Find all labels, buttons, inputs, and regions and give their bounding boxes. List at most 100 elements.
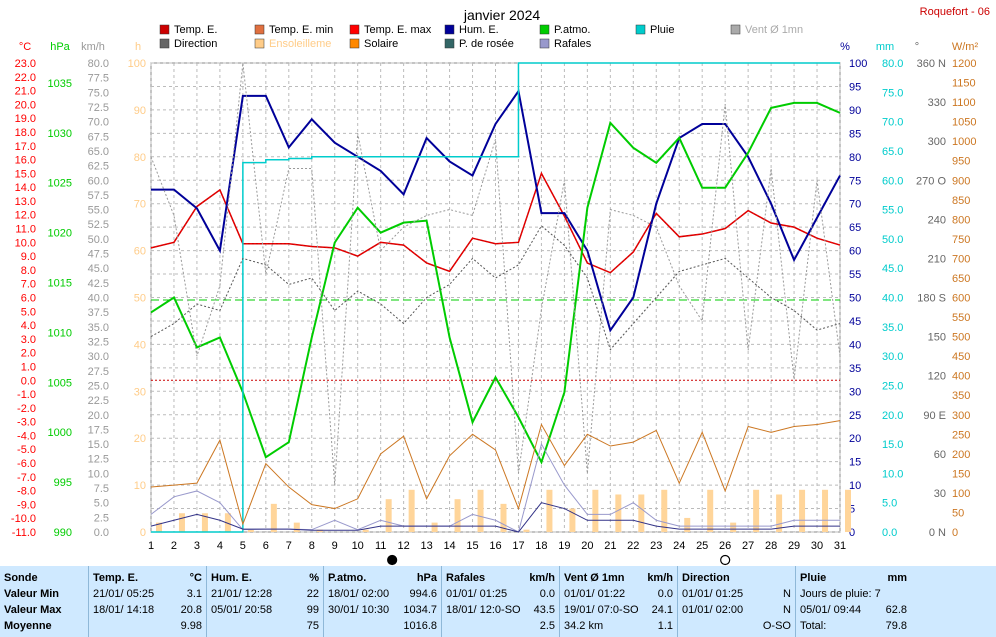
sun-tick-label: 100 bbox=[128, 58, 146, 70]
stats-column: Direction 01/01/ 01:25 N 01/01/ 02:00 N O-SO bbox=[677, 566, 795, 637]
sunshine-bar bbox=[776, 494, 783, 532]
rain-tick-label: 50.0 bbox=[882, 234, 903, 246]
stats-value: 0.0 bbox=[539, 588, 555, 600]
dir-tick-label: 360 N bbox=[917, 58, 946, 70]
stats-value: 1016.8 bbox=[403, 620, 437, 632]
wind-tick-label: 35.0 bbox=[88, 322, 109, 334]
press-tick-label: 1025 bbox=[48, 178, 72, 190]
stats-row: 05/01/ 20:58 99 bbox=[211, 602, 319, 618]
stats-cell: Rafales bbox=[446, 572, 486, 584]
stats-cell: Valeur Min bbox=[4, 588, 60, 600]
stats-row: 01/01/ 02:00 N bbox=[682, 602, 791, 618]
axis-unit-press: hPa bbox=[50, 41, 70, 53]
sunshine-bar bbox=[546, 489, 553, 532]
dir-tick-label: 270 O bbox=[916, 175, 946, 187]
legend-label: Ensoleilleme bbox=[269, 38, 331, 50]
x-tick-label: 10 bbox=[352, 540, 364, 552]
dir-tick-label: 30 bbox=[934, 488, 946, 500]
wind-tick-label: 75.0 bbox=[88, 87, 109, 99]
x-tick-label: 25 bbox=[696, 540, 708, 552]
axis-unit-dir: ° bbox=[915, 41, 919, 53]
temp-tick-label: 21.0 bbox=[15, 86, 36, 98]
stats-row: 19/01/ 07:0-SO 24.1 bbox=[564, 602, 673, 618]
wind-tick-label: 27.5 bbox=[88, 366, 109, 378]
sunshine-bar bbox=[477, 489, 484, 532]
sunshine-bar bbox=[408, 489, 415, 532]
solar-tick-label: 550 bbox=[952, 312, 970, 324]
axis-unit-hum: % bbox=[840, 41, 850, 53]
solar-tick-label: 50 bbox=[952, 507, 964, 519]
temp-tick-label: 18.0 bbox=[15, 127, 36, 139]
sunshine-bar bbox=[293, 522, 300, 532]
legend-swatch bbox=[254, 38, 265, 49]
x-tick-label: 8 bbox=[309, 540, 315, 552]
solar-tick-label: 400 bbox=[952, 371, 970, 383]
stats-value: O-SO bbox=[762, 620, 791, 632]
solar-tick-label: 650 bbox=[952, 273, 970, 285]
stats-row: 18/01/ 14:18 20.8 bbox=[93, 602, 202, 618]
temp-tick-label: 13.0 bbox=[15, 196, 36, 208]
stats-value: 994.6 bbox=[409, 588, 437, 600]
wind-tick-label: 30.0 bbox=[88, 351, 109, 363]
stats-value: 20.8 bbox=[180, 604, 202, 616]
stats-column: P.atmo. hPa 18/01/ 02:00 994.6 30/01/ 10:30 1… bbox=[323, 566, 441, 637]
wind-tick-label: 42.5 bbox=[88, 278, 109, 290]
dir-tick-label: 240 bbox=[928, 214, 946, 226]
temp-tick-label: -1.0 bbox=[17, 389, 36, 401]
temp-tick-label: -6.0 bbox=[17, 458, 36, 470]
axis-unit-solar: W/m² bbox=[952, 41, 979, 53]
hum-tick-label: 0 bbox=[849, 527, 855, 539]
stats-row: Valeur Min bbox=[4, 586, 84, 602]
sunshine-bar bbox=[661, 489, 668, 532]
solar-tick-label: 850 bbox=[952, 195, 970, 207]
stats-cell: 34.2 km bbox=[564, 620, 604, 632]
stats-value: 75 bbox=[306, 620, 319, 632]
stats-row: 05/01/ 09:44 62.8 bbox=[800, 602, 907, 618]
legend-label: Rafales bbox=[554, 38, 592, 50]
temp-tick-label: 0.0 bbox=[21, 375, 36, 387]
stats-row: Total: 79.8 bbox=[800, 618, 907, 634]
x-tick-label: 5 bbox=[240, 540, 246, 552]
stats-row: 9.98 bbox=[93, 618, 202, 634]
legend-swatch bbox=[635, 24, 646, 35]
wind-tick-label: 67.5 bbox=[88, 131, 109, 143]
rain-tick-label: 15.0 bbox=[882, 439, 903, 451]
x-tick-label: 30 bbox=[811, 540, 823, 552]
press-tick-label: 1035 bbox=[48, 78, 72, 90]
series-line-1 bbox=[150, 172, 841, 274]
x-tick-label: 20 bbox=[581, 540, 593, 552]
temp-tick-label: 16.0 bbox=[15, 155, 36, 167]
rain-tick-label: 40.0 bbox=[882, 293, 903, 305]
stats-row: 01/01/ 01:22 0.0 bbox=[564, 586, 673, 602]
solar-tick-label: 600 bbox=[952, 293, 970, 305]
wind-tick-label: 52.5 bbox=[88, 219, 109, 231]
stats-cell: 21/01/ 12:28 bbox=[211, 588, 273, 600]
solar-tick-label: 1150 bbox=[952, 78, 976, 90]
x-tick-label: 4 bbox=[217, 540, 223, 552]
sunshine-bar bbox=[201, 513, 208, 532]
legend-label: Hum. E. bbox=[459, 24, 499, 36]
solar-tick-label: 950 bbox=[952, 156, 970, 168]
sunshine-bar bbox=[822, 489, 829, 532]
stats-value: mm bbox=[887, 572, 907, 584]
rain-tick-label: 10.0 bbox=[882, 468, 903, 480]
stats-row: O-SO bbox=[682, 618, 791, 634]
sunshine-bar bbox=[592, 489, 599, 532]
x-tick-label: 9 bbox=[332, 540, 338, 552]
hum-tick-label: 10 bbox=[849, 480, 861, 492]
x-tick-label: 2 bbox=[171, 540, 177, 552]
wind-tick-label: 15.0 bbox=[88, 439, 109, 451]
stats-row: Direction bbox=[682, 570, 791, 586]
stats-cell: 01/01/ 02:00 bbox=[682, 604, 744, 616]
legend-swatch bbox=[444, 24, 455, 35]
hum-tick-label: 25 bbox=[849, 410, 861, 422]
rain-tick-label: 0.0 bbox=[882, 527, 897, 539]
hum-tick-label: 55 bbox=[849, 269, 861, 281]
stats-table: Sonde Valeur Min Valeur Max Moyenne Temp. E.… bbox=[0, 566, 996, 637]
sunshine-bar bbox=[500, 503, 507, 532]
stats-row: 18/01/ 02:00 994.6 bbox=[328, 586, 437, 602]
rain-tick-label: 45.0 bbox=[882, 263, 903, 275]
hum-tick-label: 70 bbox=[849, 199, 861, 211]
stats-row: Pluie mm bbox=[800, 570, 907, 586]
temp-tick-label: 4.0 bbox=[21, 320, 36, 332]
